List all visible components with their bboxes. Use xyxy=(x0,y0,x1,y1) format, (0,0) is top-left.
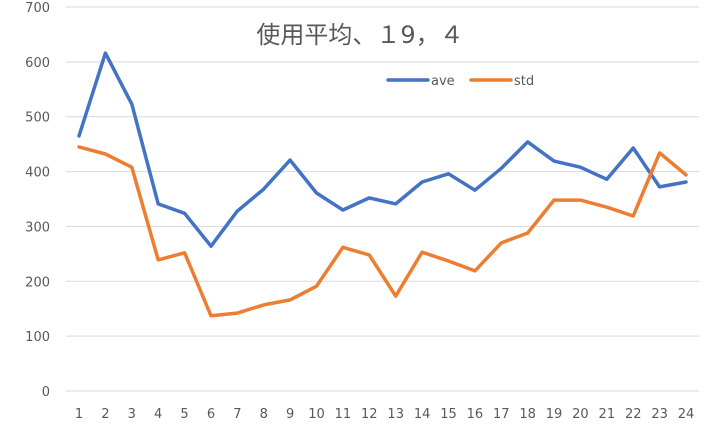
y-axis-ticks: 0 100 200 300 400 500 600 700 xyxy=(25,1,50,400)
x-tick-label: 8 xyxy=(260,407,268,422)
x-tick-label: 11 xyxy=(335,407,352,422)
x-tick-label: 2 xyxy=(101,407,109,422)
y-tick-label: 400 xyxy=(25,166,50,181)
x-tick-label: 23 xyxy=(651,407,668,422)
legend: ave std xyxy=(386,74,534,89)
y-tick-label: 200 xyxy=(25,275,50,290)
legend-label-std: std xyxy=(514,74,534,89)
x-tick-label: 13 xyxy=(387,407,404,422)
x-tick-label: 17 xyxy=(493,407,510,422)
y-tick-label: 0 xyxy=(42,385,50,400)
x-tick-label: 19 xyxy=(546,407,563,422)
x-tick-label: 16 xyxy=(467,407,484,422)
x-tick-label: 21 xyxy=(599,407,616,422)
series-line-ave xyxy=(77,51,688,248)
x-tick-label: 10 xyxy=(308,407,325,422)
y-tick-label: 600 xyxy=(25,56,50,71)
x-tick-label: 12 xyxy=(361,407,378,422)
legend-label-ave: ave xyxy=(431,74,455,89)
series-lines xyxy=(77,51,688,318)
y-tick-label: 300 xyxy=(25,220,50,235)
x-tick-label: 5 xyxy=(180,407,188,422)
x-tick-label: 15 xyxy=(440,407,457,422)
x-tick-label: 24 xyxy=(678,407,695,422)
y-tick-label: 500 xyxy=(25,111,50,126)
x-tick-label: 6 xyxy=(207,407,215,422)
x-tick-label: 22 xyxy=(625,407,642,422)
chart-title: 使用平均、１9，４ xyxy=(256,21,463,49)
gridlines xyxy=(66,6,699,392)
x-tick-label: 20 xyxy=(572,407,589,422)
x-tick-label: 14 xyxy=(414,407,431,422)
y-tick-label: 700 xyxy=(25,1,50,16)
series-line-std xyxy=(77,145,688,318)
x-tick-label: 7 xyxy=(233,407,241,422)
x-tick-label: 18 xyxy=(519,407,536,422)
x-tick-label: 3 xyxy=(128,407,136,422)
x-axis-ticks: 1 2 3 4 5 6 7 8 9 10 11 12 13 14 15 16 17 18 19 20 21 22 23 24 xyxy=(75,407,694,422)
x-tick-label: 1 xyxy=(75,407,83,422)
y-tick-label: 100 xyxy=(25,330,50,345)
x-tick-label: 4 xyxy=(154,407,162,422)
x-tick-label: 9 xyxy=(286,407,294,422)
